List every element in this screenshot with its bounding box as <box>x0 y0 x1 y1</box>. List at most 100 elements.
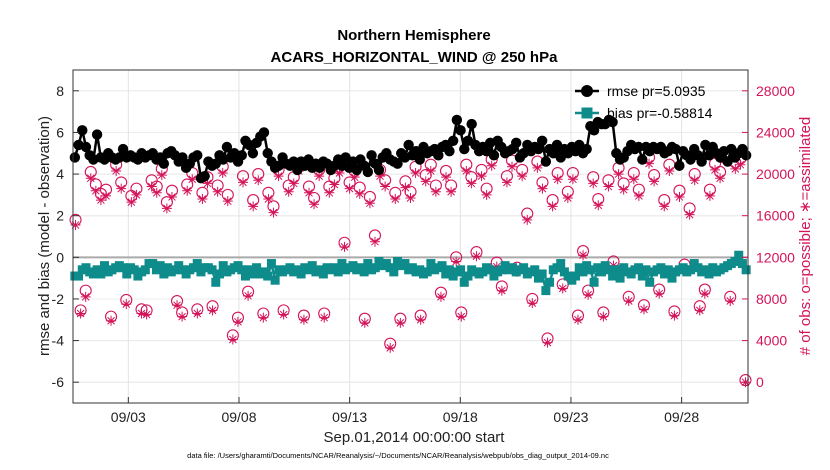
assimilated-obs-point <box>364 198 375 209</box>
assimilated-obs-point <box>243 290 254 301</box>
bias-point <box>263 271 273 281</box>
rmse-point <box>696 156 707 167</box>
assimilated-obs-point <box>238 177 249 188</box>
assimilated-obs-point <box>456 311 467 322</box>
y2-tick-label: 8000 <box>756 291 787 307</box>
assimilated-obs-point <box>517 171 528 182</box>
rmse-point <box>288 156 299 167</box>
y-tick-label: 4 <box>56 166 64 182</box>
rmse-point <box>637 154 648 165</box>
assimilated-obs-point <box>329 179 340 190</box>
rmse-point <box>366 150 377 161</box>
axis-ticks: -6 -4 -2 0 2 4 6 8 0 4000 8000 12000 16000 20000 24000… <box>52 83 796 425</box>
assimilated-obs-point <box>501 177 512 188</box>
assimilated-obs-point <box>314 171 325 182</box>
legend-bias-label: bias pr=-0.58814 <box>607 105 713 121</box>
rmse-point <box>77 125 88 136</box>
bias-point <box>556 259 566 269</box>
rmse-point <box>633 141 644 153</box>
assimilated-obs-point <box>227 334 238 345</box>
assimilated-obs-point <box>420 176 431 187</box>
bias-point <box>741 265 751 275</box>
bias-point <box>307 261 317 271</box>
assimilated-obs-point <box>111 165 122 176</box>
y2-tick-label: 4000 <box>756 333 787 349</box>
assimilated-obs-point <box>334 168 345 179</box>
assimilated-obs-point <box>359 317 370 328</box>
y2-tick-label: 16000 <box>756 208 795 224</box>
assimilated-obs-point <box>572 314 583 325</box>
assimilated-obs-point <box>588 178 599 189</box>
bias-point <box>370 263 380 273</box>
bias-point <box>734 250 744 260</box>
assimilated-obs-point <box>725 296 736 307</box>
assimilated-obs-point <box>172 300 183 311</box>
assimilated-obs-point <box>95 195 106 206</box>
assimilated-obs-point <box>628 174 639 185</box>
bias-point <box>537 269 547 279</box>
footnote: data file: /Users/gharamti/Documents/NCA… <box>187 451 609 460</box>
assimilated-obs-point <box>85 173 96 184</box>
bias-point <box>667 273 677 283</box>
assimilated-obs-point <box>268 207 279 218</box>
x-tick-label: 09/13 <box>332 409 367 425</box>
assimilated-obs-point <box>380 181 391 192</box>
assimilated-obs-point <box>212 186 223 197</box>
bias-point <box>252 263 262 273</box>
chart-title: Northern Hemisphere <box>337 27 490 44</box>
bias-point <box>645 277 655 287</box>
assimilated-obs-point <box>273 171 284 182</box>
assimilated-obs-point <box>116 183 127 194</box>
assimilated-obs-point <box>689 175 700 186</box>
rmse-point <box>447 135 459 146</box>
assimilated-obs-point <box>547 201 558 212</box>
rmse-point <box>459 143 470 155</box>
rmse-point <box>433 150 444 161</box>
assimilated-obs-point <box>435 291 446 302</box>
bias-point <box>637 271 647 281</box>
assimilated-obs-point <box>730 163 741 174</box>
assimilated-obs-point <box>263 194 274 205</box>
bias-point <box>571 271 581 281</box>
assimilated-obs-point <box>385 342 396 353</box>
assimilated-obs-point <box>344 183 355 194</box>
y2-tick-label: 28000 <box>756 83 795 99</box>
assimilated-obs-point <box>735 159 746 170</box>
rmse-point <box>740 150 752 161</box>
bias-point <box>463 271 473 281</box>
bias-point <box>155 261 165 271</box>
bias-point <box>589 277 599 287</box>
bias-point <box>122 269 132 279</box>
rmse-point <box>258 127 270 138</box>
assimilated-obs-point <box>446 186 457 197</box>
assimilated-obs-point <box>410 168 421 179</box>
y-tick-label: -4 <box>52 333 65 349</box>
assimilated-obs-point <box>583 289 594 300</box>
assimilated-obs-point <box>405 192 416 203</box>
rmse-point <box>444 145 455 157</box>
rmse-point <box>114 152 125 163</box>
bias-point <box>140 265 150 275</box>
assimilated-obs-point <box>552 174 563 185</box>
assimilated-obs-point <box>527 298 538 309</box>
assimilated-obs-point <box>715 173 726 184</box>
assimilated-obs-point <box>106 315 117 326</box>
assimilated-obs-point <box>669 310 680 321</box>
bias-point <box>456 265 466 275</box>
assimilated-obs-point <box>613 169 624 180</box>
assimilated-obs-point <box>674 191 685 202</box>
bias-point <box>615 273 625 283</box>
plot-area <box>73 70 748 403</box>
bias-point <box>192 259 202 269</box>
assimilated-obs-point <box>70 220 81 231</box>
y2-tick-label: 12000 <box>756 249 795 265</box>
assimilated-obs-point <box>369 236 380 247</box>
series-rmse <box>69 114 752 184</box>
plot-frame <box>72 69 749 404</box>
assimilated-obs-point <box>430 186 441 197</box>
assimilated-obs-point <box>496 285 507 296</box>
series-bias <box>70 250 751 296</box>
assimilated-obs-point <box>704 190 715 201</box>
assimilated-obs-point <box>354 188 365 199</box>
bias-point <box>585 265 595 275</box>
